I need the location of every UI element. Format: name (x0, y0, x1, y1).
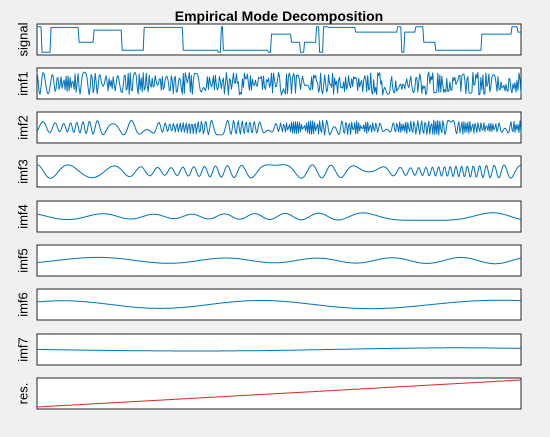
panel-label-imf7: imf7 (15, 337, 30, 362)
series-line-imf1 (36, 71, 522, 96)
series-line-imf3 (36, 164, 522, 179)
panel-label-signal: signal (15, 22, 30, 56)
panel-axes-imf2 (36, 111, 522, 144)
panel-label-res: res. (15, 383, 30, 405)
panel-axes-imf5 (36, 244, 522, 277)
series-line-imf7 (37, 347, 521, 352)
series-line-imf6 (36, 299, 522, 310)
panel-label-imf5: imf5 (15, 248, 30, 273)
series-line-imf2 (36, 119, 522, 136)
chart-title: Empirical Mode Decomposition (174, 8, 384, 24)
series-line-imf4 (36, 212, 522, 221)
panel-label-imf1: imf1 (15, 71, 30, 96)
panel-label-imf4: imf4 (15, 204, 30, 229)
series-line-res (36, 379, 522, 408)
panel-axes-imf4 (36, 200, 522, 233)
panel-axes-imf7 (36, 333, 522, 366)
panel-axes-imf6 (36, 288, 522, 321)
panel-label-imf3: imf3 (15, 159, 30, 184)
series-line-signal (37, 26, 521, 53)
panel-label-imf2: imf2 (15, 115, 30, 140)
series-line-imf5 (36, 256, 522, 265)
panel-label-imf6: imf6 (15, 292, 30, 317)
